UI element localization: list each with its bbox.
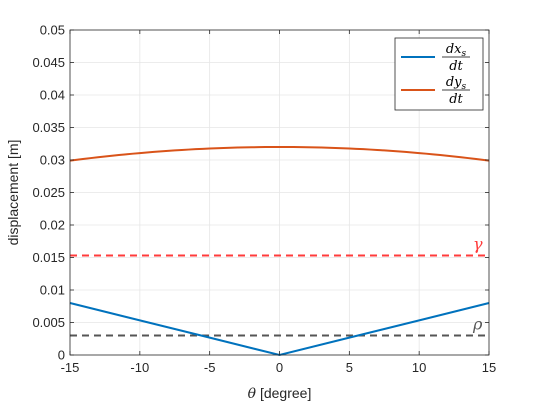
- reference-line-label: ρ: [472, 315, 483, 334]
- x-axis-label: θ [degree]: [248, 385, 312, 402]
- y-axis-label: displacement [m]: [5, 140, 21, 246]
- x-axis-label-unit: [degree]: [256, 385, 311, 401]
- legend-numerator: dxs: [446, 42, 467, 59]
- x-tick-label: -5: [204, 360, 216, 375]
- legend-denominator: dt: [449, 59, 463, 74]
- x-tick-label: 5: [346, 360, 353, 375]
- y-tick-label: 0.04: [40, 88, 65, 103]
- axis-ticks: [69, 29, 490, 356]
- y-tick-label: 0.05: [40, 23, 65, 38]
- x-tick-label: 15: [482, 360, 496, 375]
- y-tick-label: 0.025: [32, 185, 65, 200]
- x-tick-label: 0: [276, 360, 283, 375]
- grid-lines: [70, 30, 489, 355]
- legend-box: [394, 37, 484, 111]
- y-tick-labels: 0 0.005 0.01 0.015 0.02 0.025 0.03 0.035 0.04 0.0…: [32, 23, 65, 363]
- y-tick-label: 0.03: [40, 153, 65, 168]
- x-tick-label: -10: [130, 360, 149, 375]
- y-tick-label: 0.01: [40, 283, 65, 298]
- reference-line-labels: γρ: [472, 235, 483, 334]
- series-line: [69, 145, 490, 162]
- y-tick-label: 0.005: [32, 315, 65, 330]
- y-tick-label: 0.015: [32, 250, 65, 265]
- x-tick-labels: -15 -10 -5 0 5 10 15: [61, 360, 497, 375]
- y-tick-label: 0.02: [40, 218, 65, 233]
- x-axis-label-symbol: θ: [248, 386, 257, 402]
- y-tick-label: 0: [58, 348, 65, 363]
- x-tick-label: 10: [412, 360, 426, 375]
- reference-line-label: γ: [473, 235, 483, 254]
- x-tick-label: -15: [61, 360, 80, 375]
- reference-lines: [70, 254, 489, 337]
- y-tick-label: 0.035: [32, 120, 65, 135]
- legend-numerator: dys: [446, 75, 467, 92]
- legend-denominator: dt: [449, 92, 463, 107]
- y-tick-label: 0.045: [32, 55, 65, 70]
